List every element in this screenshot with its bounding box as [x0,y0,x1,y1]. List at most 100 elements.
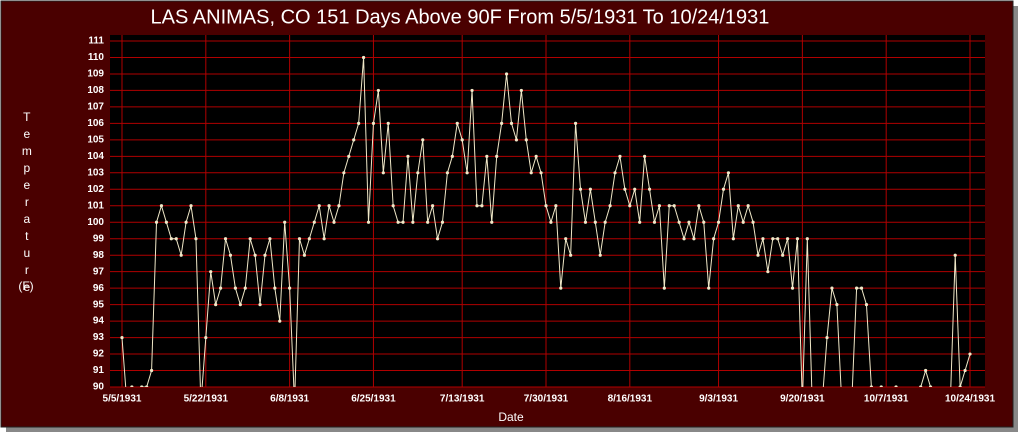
data-point [431,204,435,208]
data-point [475,204,479,208]
data-point [361,55,366,60]
data-point [825,335,829,340]
data-point [169,237,173,241]
data-point [450,154,454,158]
data-point [223,237,228,241]
data-point [539,171,543,175]
y-tick-label: 92 [93,349,105,360]
data-point [633,187,637,191]
data-point [519,88,523,93]
data-point [953,253,957,257]
data-point [490,220,494,224]
data-point [766,270,770,274]
data-point [879,385,883,387]
data-point [184,220,188,224]
data-point [859,286,864,290]
data-point [564,237,568,241]
data-point [514,138,519,142]
data-point [233,286,237,290]
y-tick-label: 110 [88,52,105,63]
data-point [327,204,331,208]
data-point [465,171,469,175]
y-tick-label: 109 [87,69,104,80]
data-point [628,204,632,208]
data-point [569,253,573,257]
data-point [396,220,400,224]
data-point [130,385,134,387]
data-point [835,303,839,307]
data-point [707,286,711,290]
data-point [573,121,578,125]
data-point [342,171,346,175]
data-point [283,220,287,224]
data-point [460,138,464,142]
data-point [741,220,745,224]
data-point [559,286,563,290]
data-point [716,220,721,224]
data-point [411,220,415,224]
data-point [652,220,657,224]
y-tick-label: 101 [87,200,104,211]
data-point [426,220,430,224]
data-point [243,286,247,290]
data-point [692,237,696,241]
data-point [830,286,834,290]
data-point [179,253,183,257]
data-point [416,171,420,175]
data-point [756,253,760,257]
data-point [549,220,553,224]
data-point [154,220,159,224]
data-point [145,385,149,387]
data-point [504,72,509,76]
data-point [214,303,218,307]
data-point [273,286,277,290]
x-tick-label: 10/24/1931 [945,394,995,405]
data-point [189,204,193,208]
data-point [435,237,440,241]
x-tick-label: 7/13/1931 [440,394,485,405]
data-point [623,187,627,191]
data-point [702,220,706,224]
data-point [386,121,390,125]
data-point [712,237,716,241]
data-point [297,237,302,241]
data-point [588,187,592,191]
data-point [638,220,642,224]
data-point [337,204,341,208]
data-point [647,187,652,191]
data-point [440,220,445,224]
data-point [963,368,967,373]
y-tick-label: 97 [93,266,105,277]
data-point [406,154,410,158]
data-point [366,220,371,224]
y-tick-label: 91 [93,365,105,376]
y-tick-label: 93 [93,332,105,343]
x-tick-label: 5/5/1931 [103,394,142,405]
data-point [894,385,898,387]
data-point [790,286,795,290]
y-tick-label: 105 [87,134,104,145]
data-point [391,204,395,208]
y-axis-label: Temperature [20,110,34,297]
data-point [371,121,376,125]
data-point [253,253,257,257]
data-point [608,204,612,208]
data-point [332,220,336,224]
y-tick-label: 90 [93,382,105,393]
data-point [958,385,962,387]
x-tick-label: 7/30/1931 [524,394,569,405]
data-point [140,385,144,387]
x-tick-label: 5/22/1931 [184,394,229,405]
data-point [657,204,661,208]
data-point [682,237,686,241]
data-point [149,368,154,373]
data-point [643,154,647,158]
y-tick-label: 104 [87,151,104,162]
data-point [919,385,923,387]
data-point [347,154,351,158]
data-point [352,138,356,142]
x-tick-label: 9/3/1931 [699,394,738,405]
data-point [751,220,755,224]
data-point [598,253,602,257]
